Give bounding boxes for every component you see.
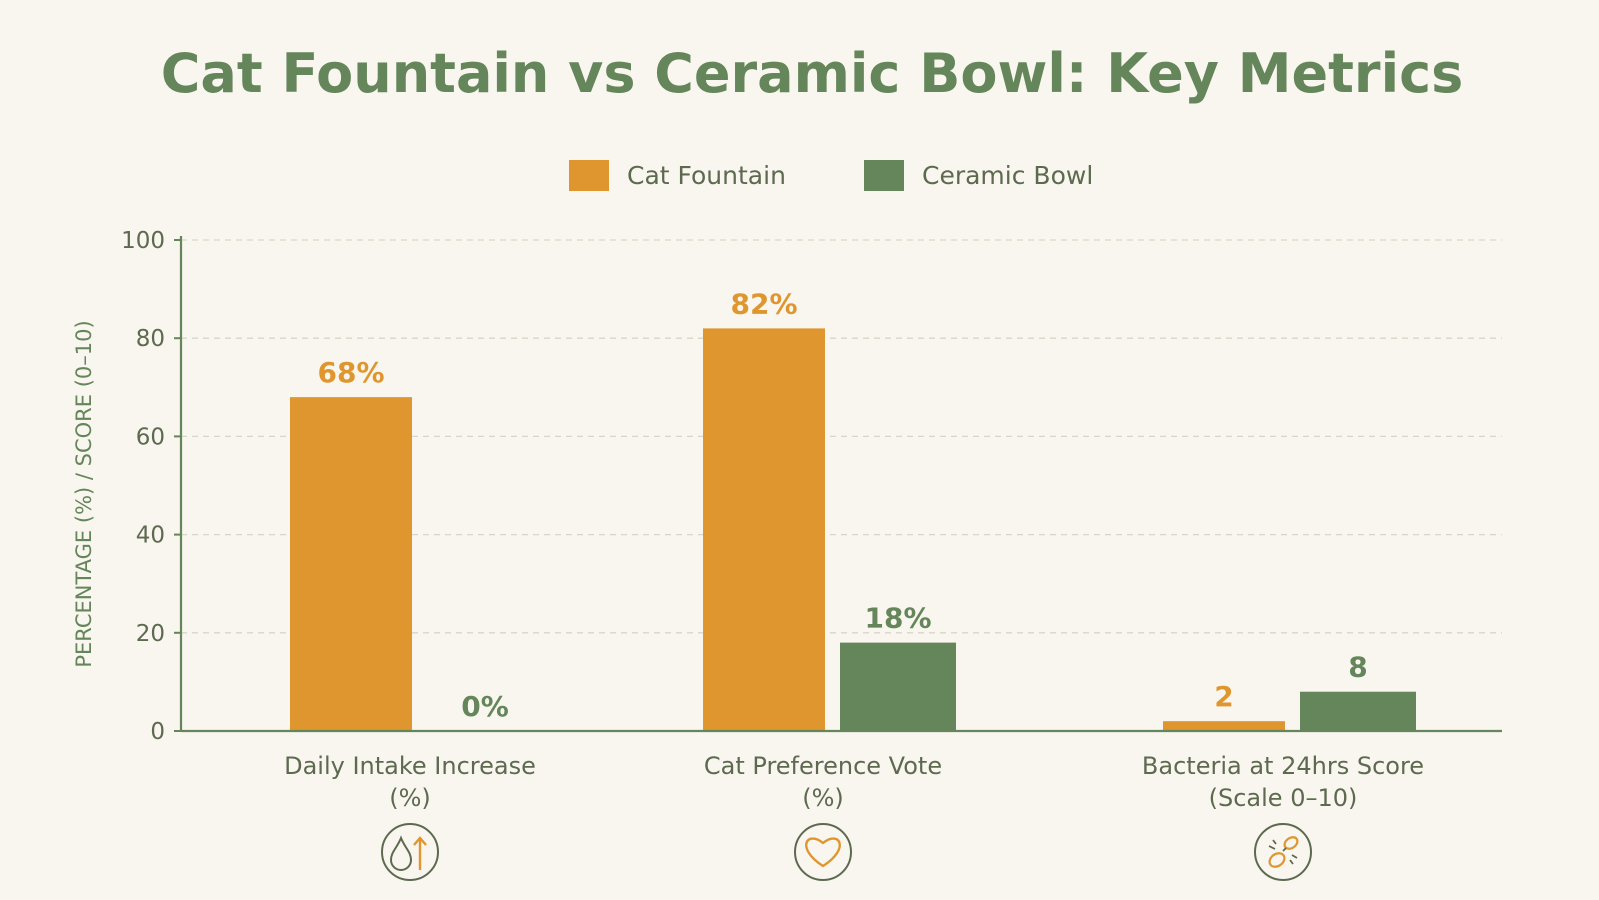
bar-cat-fountain-2 [1163,721,1285,731]
chart-title: Cat Fountain vs Ceramic Bowl: Key Metric… [161,42,1463,105]
x-category-label-1: Cat Preference Vote [704,752,942,780]
x-category-sublabel-0: (%) [389,784,431,812]
y-tick-label-80: 80 [136,326,165,352]
bar-layer [290,328,1416,731]
y-axis-ticks: 0 20 40 60 80 100 [121,228,181,745]
data-label-cat-fountain-0: 68% [317,356,384,389]
legend: Cat Fountain Ceramic Bowl [569,160,1093,191]
axis-layer [179,236,1502,733]
legend-swatch-ceramic-bowl [864,160,904,191]
bar-ceramic-bowl-1 [840,642,956,731]
x-category-sublabel-2: (Scale 0–10) [1209,784,1358,812]
heart-icon [794,823,852,881]
x-category-label-2: Bacteria at 24hrs Score [1142,752,1424,780]
water-drop-up-arrow-icon [381,823,439,881]
x-axis-categories: Daily Intake Increase (%) Cat Preference V… [284,752,1424,812]
x-category-label-0: Daily Intake Increase [284,752,536,780]
legend-label-ceramic-bowl: Ceramic Bowl [922,161,1093,190]
bacteria-icon [1254,823,1312,881]
data-label-ceramic-bowl-2: 8 [1348,651,1367,684]
data-label-cat-fountain-2: 2 [1214,680,1233,713]
data-label-layer: 68% 82% 2 0% 18% 8 [317,287,1367,723]
y-tick-label-40: 40 [136,523,165,549]
data-label-cat-fountain-1: 82% [730,287,797,320]
y-tick-label-100: 100 [121,228,165,254]
y-tick-label-20: 20 [136,621,165,647]
data-label-ceramic-bowl-0: 0% [461,690,509,723]
y-tick-label-60: 60 [136,424,165,450]
bar-cat-fountain-1 [703,328,825,731]
legend-label-cat-fountain: Cat Fountain [627,161,786,190]
data-label-ceramic-bowl-1: 18% [864,602,931,635]
bar-ceramic-bowl-2 [1300,691,1416,731]
legend-swatch-cat-fountain [569,160,609,191]
y-axis-title: PERCENTAGE (%) / SCORE (0–10) [72,320,96,667]
y-tick-label-0: 0 [150,719,165,745]
bar-cat-fountain-0 [290,397,412,731]
x-category-sublabel-1: (%) [802,784,844,812]
category-icons [381,823,1312,881]
